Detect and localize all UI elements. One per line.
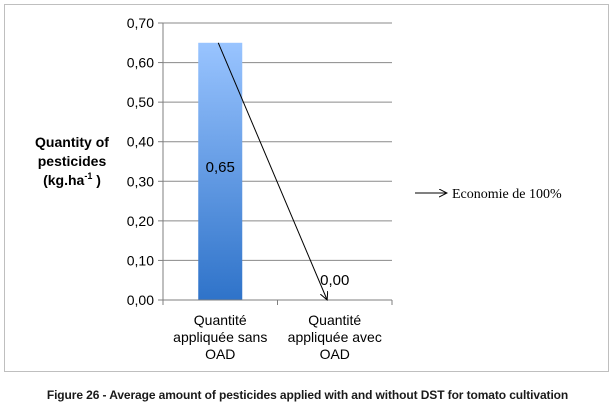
y-axis-title-line: (kg.ha-1 ) — [43, 171, 101, 188]
x-tick-label: appliquée sans — [173, 329, 267, 345]
x-tick-label: appliquée avec — [288, 329, 382, 345]
y-tick-label: 0,70 — [127, 15, 154, 31]
y-tick-label: 0,60 — [127, 55, 154, 71]
x-tick-label: Quantité — [194, 312, 247, 328]
x-tick-label: OAD — [205, 346, 235, 362]
y-tick-label: 0,50 — [127, 94, 154, 110]
bar — [198, 42, 243, 301]
y-tick-label: 0,30 — [127, 173, 154, 189]
y-axis-title-superscript: -1 — [84, 171, 92, 181]
y-axis-title-line: pesticides — [38, 153, 107, 169]
figure-caption: Figure 26 - Average amount of pesticides… — [46, 388, 569, 402]
x-tick-label: Quantité — [308, 312, 361, 328]
y-axis-title-close: ) — [92, 172, 101, 188]
y-tick-label: 0,40 — [127, 134, 154, 150]
data-label: 0,65 — [206, 159, 235, 176]
y-axis-title-line: Quantity of — [35, 134, 109, 150]
x-tick-label: OAD — [320, 346, 350, 362]
data-label: 0,00 — [320, 272, 349, 289]
y-axis-title-unit: (kg.ha — [43, 172, 84, 188]
annotation-text: Economie de 100% — [452, 187, 562, 202]
y-tick-label: 0,00 — [127, 292, 154, 308]
y-tick-label: 0,20 — [127, 213, 154, 229]
savings-arrow — [217, 42, 327, 299]
chart-frame — [4, 4, 609, 372]
y-tick-label: 0,10 — [127, 252, 154, 268]
